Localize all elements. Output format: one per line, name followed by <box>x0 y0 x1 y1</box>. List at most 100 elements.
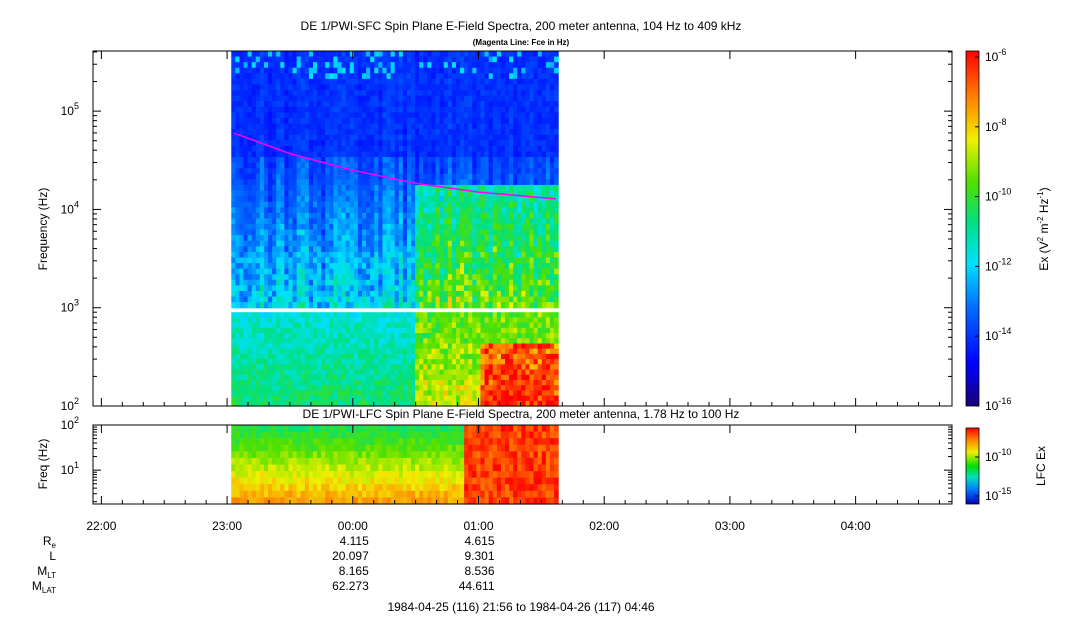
sfc-heatmap-cell <box>255 101 261 108</box>
sfc-heatmap-cell <box>509 218 514 225</box>
sfc-heatmap-cell <box>443 279 449 286</box>
sfc-heatmap-cell <box>521 290 527 298</box>
sfc-heatmap-cell <box>517 162 522 169</box>
sfc-heatmap-cell <box>513 285 518 292</box>
sfc-heatmap-cell <box>243 322 249 329</box>
sfc-heatmap-cell <box>235 157 241 164</box>
sfc-heatmap-cell <box>284 179 290 186</box>
sfc-heatmap-cell <box>496 285 502 292</box>
sfc-heatmap-cell <box>517 196 522 203</box>
sfc-heatmap-cell <box>308 263 314 270</box>
sfc-heatmap-cell <box>451 359 457 365</box>
sfc-heatmap-cell <box>451 201 457 208</box>
sfc-heatmap-cell <box>349 173 355 180</box>
sfc-heatmap-cell <box>496 106 502 113</box>
sfc-heatmap-cell <box>349 296 355 303</box>
sfc-heatmap-cell <box>353 162 359 169</box>
sfc-heatmap-cell <box>243 374 249 381</box>
sfc-heatmap-cell <box>333 343 339 350</box>
sfc-heatmap-cell <box>460 353 465 360</box>
sfc-heatmap-cell <box>439 140 445 147</box>
sfc-heatmap-cell <box>513 322 518 329</box>
sfc-heatmap-cell <box>321 62 326 69</box>
sfc-heatmap-cell <box>386 240 392 247</box>
sfc-heatmap-cell <box>390 168 396 175</box>
sfc-heatmap-cell <box>533 95 539 102</box>
sfc-heatmap-cell <box>239 379 245 386</box>
sfc-heatmap-cell <box>341 123 347 130</box>
sfc-heatmap-cell <box>272 90 277 97</box>
sfc-heatmap-cell <box>325 285 330 292</box>
sfc-heatmap-cell <box>406 112 412 119</box>
sfc-heatmap-cell <box>292 240 298 247</box>
sfc-heatmap-cell <box>513 348 518 355</box>
sfc-heatmap-cell <box>263 62 269 69</box>
sfc-heatmap-cell <box>545 343 551 350</box>
sfc-heatmap-cell <box>427 67 433 74</box>
sfc-heatmap-cell <box>406 312 412 319</box>
sfc-heatmap-cell <box>370 67 375 74</box>
sfc-heatmap-cell <box>366 224 371 231</box>
sfc-heatmap-cell <box>541 173 547 180</box>
sfc-heatmap-cell <box>255 263 261 270</box>
sfc-heatmap-cell <box>390 296 396 303</box>
sfc-heatmap-cell <box>239 400 245 407</box>
sfc-heatmap-cell <box>341 246 347 253</box>
sfc-heatmap-cell <box>357 212 363 220</box>
sfc-heatmap-cell <box>480 201 486 208</box>
sfc-heatmap-cell <box>370 162 375 169</box>
sfc-heatmap-cell <box>394 101 400 108</box>
sfc-heatmap-cell <box>329 364 335 371</box>
sfc-heatmap-cell <box>464 395 469 402</box>
sfc-heatmap-cell <box>439 95 445 102</box>
sfc-heatmap-cell <box>402 296 408 303</box>
sfc-heatmap-cell <box>529 157 535 164</box>
sfc-heatmap-cell <box>468 117 473 125</box>
sfc-heatmap-cell <box>488 106 494 113</box>
sfc-heatmap-cell <box>496 263 502 270</box>
sfc-heatmap-cell <box>321 353 326 360</box>
sfc-heatmap-cell <box>525 117 531 125</box>
sfc-heatmap-cell <box>439 317 445 324</box>
sfc-heatmap-cell <box>500 106 506 113</box>
sfc-heatmap-cell <box>284 173 290 180</box>
sfc-heatmap-cell <box>525 285 531 292</box>
sfc-heatmap-cell <box>415 327 420 334</box>
sfc-heatmap-cell <box>431 190 437 197</box>
sfc-heatmap-cell <box>460 140 465 147</box>
sfc-heatmap-cell <box>476 112 482 119</box>
sfc-heatmap-cell <box>374 279 379 286</box>
sfc-heatmap-cell <box>411 106 416 113</box>
sfc-heatmap-cell <box>406 235 412 242</box>
sfc-heatmap-cell <box>480 62 486 69</box>
sfc-heatmap-cell <box>415 196 420 203</box>
sfc-heatmap-cell <box>435 62 441 69</box>
sfc-heatmap-cell <box>366 235 371 242</box>
sfc-heatmap-cell <box>472 101 478 108</box>
sfc-heatmap-cell <box>423 257 428 264</box>
sfc-heatmap-cell <box>488 207 494 214</box>
sfc-heatmap-cell <box>345 302 351 309</box>
sfc-heatmap-cell <box>427 184 433 192</box>
sfc-heatmap-cell <box>276 302 281 309</box>
sfc-heatmap-cell <box>517 168 522 175</box>
sfc-heatmap-cell <box>402 84 408 91</box>
sfc-heatmap-cell <box>341 184 347 192</box>
sfc-heatmap-cell <box>435 134 441 141</box>
sfc-heatmap-cell <box>247 364 253 371</box>
sfc-heatmap-cell <box>263 390 269 397</box>
sfc-heatmap-cell <box>525 312 531 319</box>
sfc-heatmap-cell <box>464 145 469 153</box>
sfc-heatmap-cell <box>398 290 404 298</box>
sfc-heatmap-cell <box>451 240 457 247</box>
sfc-heatmap-cell <box>480 173 486 180</box>
sfc-heatmap-cell <box>255 145 261 153</box>
sfc-heatmap-cell <box>288 190 294 197</box>
sfc-heatmap-cell <box>513 218 518 225</box>
sfc-heatmap-cell <box>317 322 322 329</box>
sfc-heatmap-cell <box>427 263 433 270</box>
sfc-heatmap-cell <box>492 390 498 397</box>
sfc-heatmap-cell <box>263 145 269 153</box>
sfc-heatmap-cell <box>292 201 298 208</box>
sfc-heatmap-cell <box>513 302 518 309</box>
